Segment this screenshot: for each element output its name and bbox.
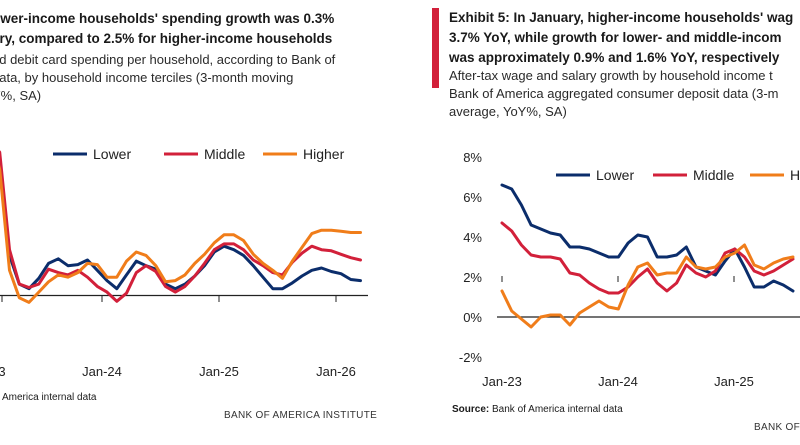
legend-label-higher: Higher [303, 146, 345, 162]
legend-label-middle: Middle [693, 167, 734, 183]
left-chart-title: ower-income households' spending growth … [0, 9, 334, 49]
right-exhibit-panel: Exhibit 5: In January, higher-income hou… [432, 0, 800, 445]
series-line-middle [500, 221, 795, 295]
left-source-note: America internal data [2, 392, 97, 403]
right-title-line-3: was approximately 0.9% and 1.6% YoY, res… [449, 50, 780, 65]
right-line-chart: 8% 6% 4% 2% 0% -2% Jan-23 Jan-24 Jan-25 Lower Midd… [459, 150, 800, 389]
series-line-middle [0, 150, 362, 303]
right-brand-label: BANK OF AMERICA I [754, 422, 800, 433]
series-line-lower [500, 183, 795, 293]
x-tick-label: Jan-24 [82, 364, 122, 379]
right-subtitle-line-2: Bank of America aggregated consumer depo… [449, 86, 779, 101]
series-line-lower [0, 160, 362, 291]
right-subtitle-line-3: average, YoY%, SA) [449, 104, 567, 119]
series-line-higher [0, 164, 362, 304]
right-source-label: Source: [452, 404, 490, 415]
y-tick-label: 8% [463, 150, 482, 165]
right-chart-subtitle: After-tax wage and salary growth by hous… [449, 67, 779, 121]
x-tick-label: Jan-25 [199, 364, 239, 379]
y-tick-label: 0% [463, 310, 482, 325]
right-title-line-1: Exhibit 5: In January, higher-income hou… [449, 10, 794, 25]
x-tick-label: Jan-26 [316, 364, 356, 379]
left-subtitle-line-1: nd debit card spending per household, ac… [0, 52, 336, 67]
exhibit-accent-bar [432, 8, 439, 88]
left-line-chart: 3 Jan-24 Jan-25 Jan-26 Lower Middle Higher [0, 146, 368, 379]
y-tick-label: 2% [463, 270, 482, 285]
series-line-h [500, 243, 795, 329]
left-exhibit-panel: ower-income households' spending growth … [0, 0, 395, 445]
y-tick-label: 4% [463, 230, 482, 245]
x-tick-label: Jan-25 [714, 374, 754, 389]
right-source-note: Source: Bank of America internal data [452, 404, 623, 415]
left-title-line-1: ower-income households' spending growth … [0, 11, 335, 26]
right-source-text: Bank of America internal data [489, 404, 623, 415]
right-chart-title: Exhibit 5: In January, higher-income hou… [449, 8, 793, 68]
left-chart-subtitle: nd debit card spending per household, ac… [0, 51, 335, 105]
left-title-line-2: ary, compared to 2.5% for higher-income … [0, 31, 333, 46]
left-subtitle-line-3: Y%, SA) [0, 88, 42, 103]
right-subtitle-line-1: After-tax wage and salary growth by hous… [449, 68, 773, 83]
y-tick-label: -2% [459, 350, 483, 365]
right-title-line-2: 3.7% YoY, while growth for lower- and mi… [449, 30, 782, 45]
x-tick-label: 3 [0, 364, 6, 379]
legend-label-lower: Lower [596, 167, 634, 183]
left-source-text: America internal data [2, 392, 97, 403]
left-brand-label: BANK OF AMERICA INSTITUTE [224, 410, 378, 421]
legend-label-lower: Lower [93, 146, 131, 162]
x-tick-label: Jan-23 [482, 374, 522, 389]
legend-label-higher: H [790, 167, 800, 183]
left-subtitle-line-2: data, by household income terciles (3-mo… [0, 70, 294, 85]
x-tick-label: Jan-24 [598, 374, 638, 389]
legend-label-middle: Middle [204, 146, 245, 162]
y-tick-label: 6% [463, 190, 482, 205]
